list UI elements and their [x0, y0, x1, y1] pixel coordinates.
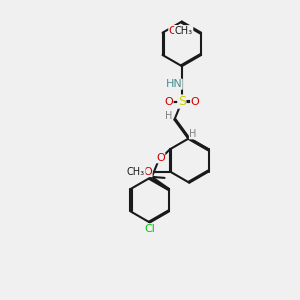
Text: O: O [190, 97, 200, 106]
Text: O: O [156, 153, 165, 163]
Text: H: H [165, 112, 172, 122]
Text: Cl: Cl [144, 224, 155, 234]
Text: S: S [178, 95, 186, 108]
Text: H: H [189, 129, 197, 139]
Text: CH₃: CH₃ [175, 26, 193, 36]
Text: O: O [164, 97, 173, 106]
Text: O: O [169, 26, 178, 36]
Text: HN: HN [165, 79, 182, 89]
Text: CH₃: CH₃ [127, 167, 145, 176]
Text: O: O [143, 167, 152, 176]
